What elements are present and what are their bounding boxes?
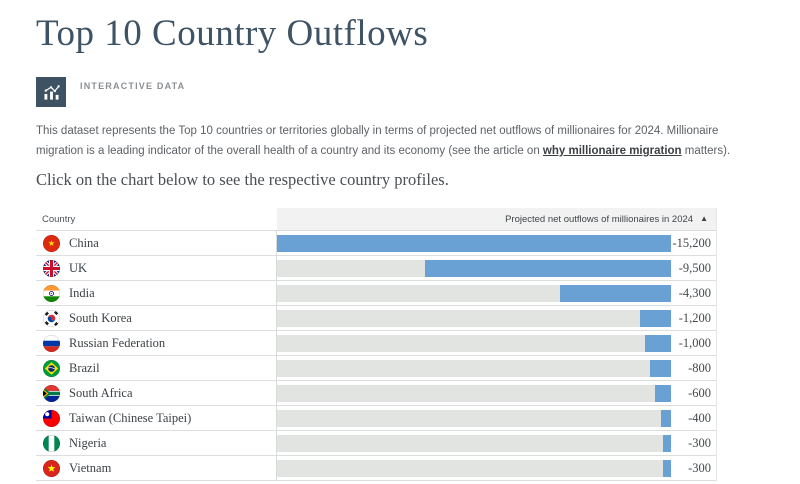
flag-india-icon [43,284,60,302]
outflow-bar[interactable] [660,410,671,427]
country-cell: Brazil [36,356,277,380]
country-name: Brazil [69,360,100,375]
flag-russia-icon [43,334,60,352]
bar-track [277,410,671,427]
value-column-header-label: Projected net outflows of millionaires i… [505,213,694,225]
bar-chart-icon [36,77,66,107]
table-row-vietnam[interactable]: Vietnam -300 [36,455,716,480]
bar-cell [277,406,671,430]
bar-cell [277,356,671,380]
bar-track [277,310,671,327]
description: This dataset represents the Top 10 count… [36,121,764,161]
bar-cell [277,381,671,405]
country-name: India [69,285,95,300]
outflow-value: -400 [688,410,711,425]
outflows-table: Country Projected net outflows of millio… [36,208,717,481]
country-cell: Russian Federation [36,331,277,355]
table-header: Country Projected net outflows of millio… [36,208,716,230]
flag-uk-icon [43,259,60,277]
country-cell: UK [36,256,277,280]
description-text: This dataset represents the Top 10 count… [36,125,719,158]
country-cell: Nigeria [36,431,277,455]
country-name: China [69,235,99,250]
page-title: Top 10 Country Outflows [36,13,429,54]
outflow-value: -9,500 [678,260,711,275]
outflow-value: -300 [688,460,711,475]
flag-south-africa-icon [43,384,60,402]
flag-china-icon [43,234,60,252]
bar-track [277,435,671,452]
outflow-bar[interactable] [663,435,671,452]
outflow-value: -300 [688,435,711,450]
outflow-bar[interactable] [639,310,671,327]
flag-taiwan-icon [43,409,60,427]
country-cell: Taiwan (Chinese Taipei) [36,406,277,430]
country-name: Nigeria [69,435,107,450]
table-row-south-africa[interactable]: South Africa -600 [36,380,716,405]
bar-track [277,285,671,302]
bar-cell [277,306,671,330]
country-cell: South Africa [36,381,277,405]
bar-track [277,260,671,277]
bar-track [277,335,671,352]
millionaire-migration-link[interactable]: why millionaire migration [542,145,682,158]
country-name: UK [69,260,88,275]
bar-track [277,360,671,377]
country-name: Taiwan (Chinese Taipei) [69,410,192,425]
bar-cell [277,256,671,280]
sort-ascending-icon: ▲ [700,214,708,223]
flag-vietnam-icon [43,459,60,477]
outflow-value: -800 [688,360,711,375]
outflow-bar[interactable] [663,460,671,477]
bar-track [277,385,671,402]
outflow-value: -1,000 [678,335,711,350]
table-row-taiwan[interactable]: Taiwan (Chinese Taipei) -400 [36,405,716,430]
outflow-value: -4,300 [678,285,711,300]
table-row-russia[interactable]: Russian Federation -1,000 [36,330,716,355]
table-row-china[interactable]: China -15,200 [36,230,716,255]
table-row-nigeria[interactable]: Nigeria -300 [36,430,716,455]
outflow-value: -600 [688,385,711,400]
outflow-bar[interactable] [424,260,671,277]
table-row-india[interactable]: India -4,300 [36,280,716,305]
outflow-value: -1,200 [678,310,711,325]
bar-cell [277,431,671,455]
outflow-bar[interactable] [650,360,671,377]
table-row-brazil[interactable]: Brazil -800 [36,355,716,380]
flag-nigeria-icon [43,434,60,452]
country-cell: Vietnam [36,456,277,480]
country-name: South Korea [69,310,132,325]
badge-label: INTERACTIVE DATA [80,81,186,91]
bar-cell [277,231,671,255]
table-body: China -15,200 UK -9,500 India -4,300 South Kor… [36,230,716,480]
value-column-header[interactable]: Projected net outflows of millionaires i… [277,208,716,230]
bar-track [277,235,671,252]
outflow-bar[interactable] [559,285,671,302]
country-name: Russian Federation [69,335,166,350]
bar-track [277,460,671,477]
country-column-header[interactable]: Country [42,213,76,225]
country-name: South Africa [69,385,133,400]
interactive-data-badge: INTERACTIVE DATA [36,77,185,107]
country-cell: South Korea [36,306,277,330]
flag-brazil-icon [43,359,60,377]
country-cell: China [36,231,277,255]
chart-instruction: Click on the chart below to see the resp… [36,170,449,189]
bar-cell [277,456,671,480]
table-row-south-korea[interactable]: South Korea -1,200 [36,305,716,330]
table-bottom-border [36,480,716,481]
outflow-value: -15,200 [672,235,711,250]
table-row-uk[interactable]: UK -9,500 [36,255,716,280]
bar-cell [277,281,671,305]
bar-cell [277,331,671,355]
flag-south-korea-icon [43,309,60,327]
description-text-after: matters). [681,145,731,158]
outflow-bar[interactable] [655,385,671,402]
country-cell: India [36,281,277,305]
country-name: Vietnam [69,460,112,475]
outflow-bar[interactable] [645,335,671,352]
outflow-bar[interactable] [277,235,671,252]
